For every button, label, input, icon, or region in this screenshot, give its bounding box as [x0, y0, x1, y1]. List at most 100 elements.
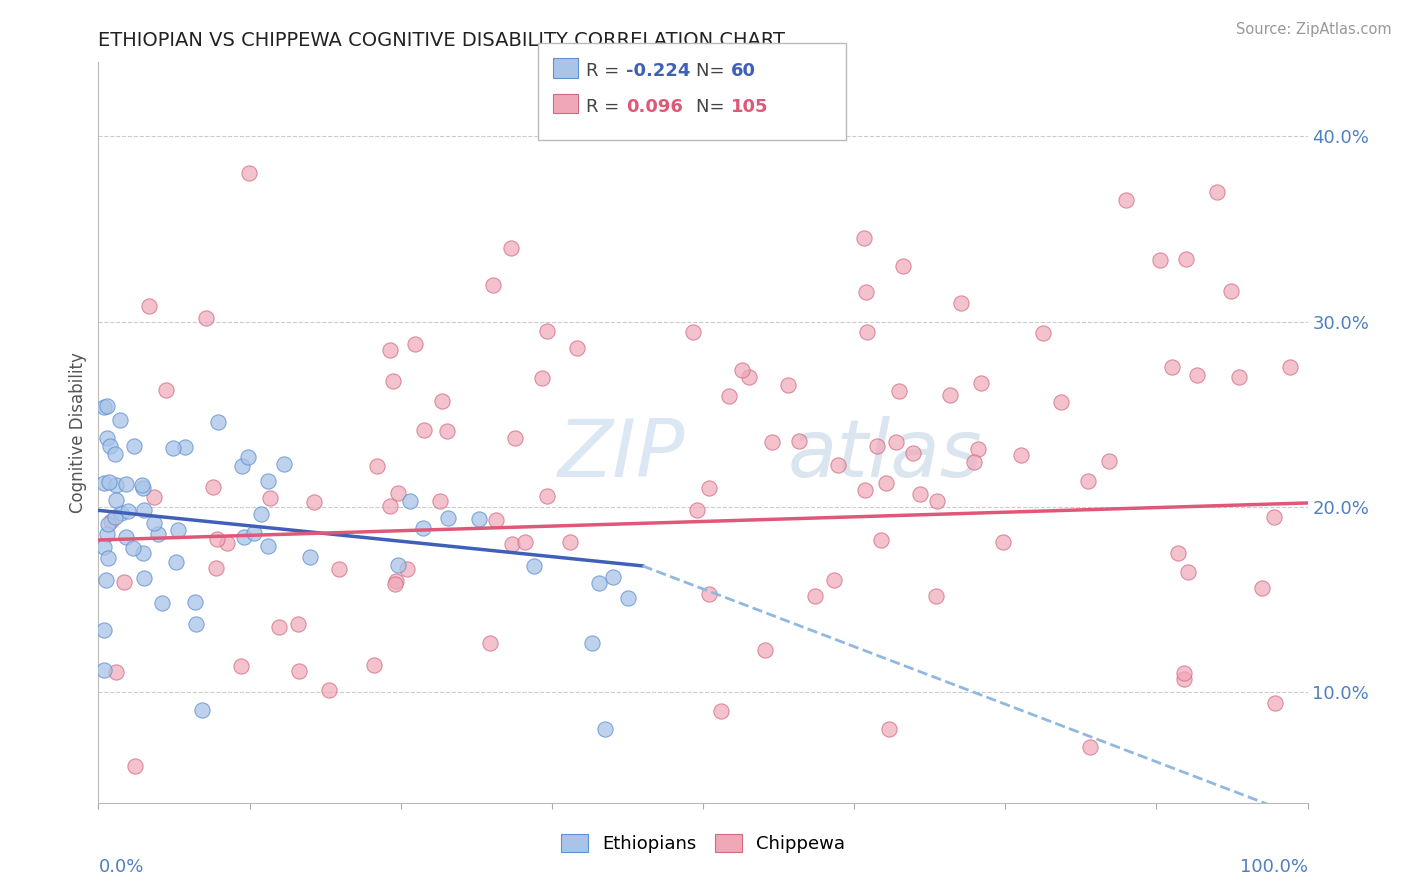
Point [754, 643, 776, 657]
Point [104, 510, 127, 524]
Point [717, 389, 740, 403]
Text: 0.096: 0.096 [626, 98, 682, 116]
Point [143, 516, 166, 530]
Point [259, 491, 281, 505]
Point [513, 534, 536, 549]
Text: R =: R = [586, 98, 631, 116]
Point [1173, 673, 1195, 687]
Point [150, 596, 173, 610]
Point [96, 431, 118, 445]
Point [124, 758, 146, 772]
Point [238, 166, 260, 180]
Point [567, 342, 589, 356]
Point [855, 285, 877, 300]
Point [384, 574, 406, 588]
Text: ETHIOPIAN VS CHIPPEWA COGNITIVE DISABILITY CORRELATION CHART: ETHIOPIAN VS CHIPPEWA COGNITIVE DISABILI… [98, 30, 786, 50]
Point [855, 325, 877, 339]
Point [132, 481, 155, 495]
Point [184, 617, 207, 632]
Point [104, 477, 127, 491]
Point [162, 441, 184, 455]
Point [93, 663, 115, 677]
Point [499, 240, 522, 254]
Point [117, 504, 139, 518]
Point [804, 589, 827, 603]
Point [94, 573, 117, 587]
Point [387, 486, 409, 500]
Point [853, 483, 876, 498]
Point [205, 532, 228, 546]
Point [229, 659, 252, 673]
Point [93, 475, 115, 490]
Point [429, 493, 451, 508]
Point [877, 723, 900, 737]
Text: 100.0%: 100.0% [1240, 858, 1308, 876]
Point [100, 514, 122, 528]
Point [901, 446, 924, 460]
Point [682, 325, 704, 339]
Point [485, 513, 508, 527]
Point [112, 575, 135, 590]
Point [96, 526, 118, 541]
Point [602, 570, 624, 584]
Point [939, 388, 962, 402]
Point [396, 562, 419, 576]
Point [1263, 510, 1285, 524]
Point [257, 475, 280, 489]
Y-axis label: Cognitive Disability: Cognitive Disability [69, 352, 87, 513]
Point [287, 616, 309, 631]
Point [155, 383, 177, 397]
Point [697, 587, 720, 601]
Point [908, 487, 931, 501]
Point [1227, 370, 1250, 384]
Point [380, 499, 402, 513]
Point [891, 259, 914, 273]
Text: atlas: atlas [787, 416, 983, 494]
Point [124, 439, 146, 453]
Point [142, 491, 165, 505]
Text: -0.224: -0.224 [626, 62, 690, 80]
Point [1149, 252, 1171, 267]
Point [110, 506, 132, 520]
Point [288, 664, 311, 678]
Point [536, 324, 558, 338]
Point [165, 555, 187, 569]
Point [98, 439, 121, 453]
Point [250, 507, 273, 521]
Point [202, 480, 225, 494]
Point [482, 277, 505, 292]
Point [138, 299, 160, 313]
Point [1206, 186, 1229, 200]
Point [190, 703, 212, 717]
Point [381, 374, 404, 388]
Point [93, 623, 115, 637]
Point [432, 393, 454, 408]
Point [1279, 360, 1302, 375]
Point [875, 476, 897, 491]
Point [1032, 326, 1054, 340]
Point [256, 540, 278, 554]
Point [1078, 740, 1101, 755]
Point [131, 478, 153, 492]
Point [436, 424, 458, 438]
Point [738, 370, 761, 384]
Point [991, 535, 1014, 549]
Point [686, 503, 709, 517]
Point [97, 550, 120, 565]
Point [869, 533, 891, 548]
Point [96, 399, 118, 413]
Point [104, 665, 127, 679]
Point [778, 378, 800, 392]
Point [267, 620, 290, 634]
Point [731, 363, 754, 377]
Point [399, 494, 422, 508]
Text: 0.0%: 0.0% [98, 858, 143, 876]
Point [593, 722, 616, 736]
Point [242, 526, 264, 541]
Point [697, 482, 720, 496]
Point [412, 423, 434, 437]
Point [617, 591, 640, 606]
Point [969, 376, 991, 390]
Point [963, 455, 986, 469]
Legend: Ethiopians, Chippewa: Ethiopians, Chippewa [554, 827, 852, 861]
